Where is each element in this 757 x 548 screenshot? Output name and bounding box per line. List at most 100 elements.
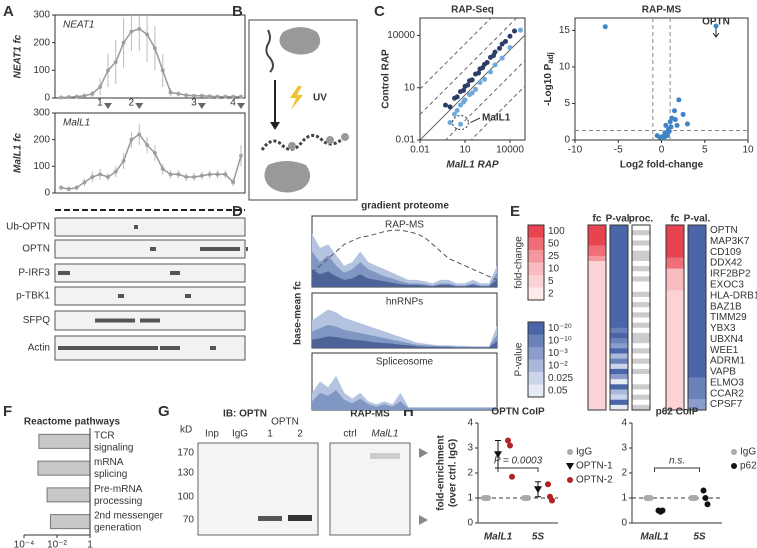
annotation-arrow (470, 117, 481, 124)
fraction-marker (103, 103, 112, 109)
heat-cell (666, 290, 684, 302)
diagonal (420, 18, 492, 90)
heat-cell (632, 353, 650, 359)
point (485, 495, 491, 501)
blot-band (140, 318, 160, 323)
line1: Pre-mRNA (94, 484, 143, 495)
x-tick-label: 10 (742, 145, 754, 156)
legend-swatch (528, 275, 544, 288)
diagonal (470, 85, 525, 140)
lane-label: ctrl (343, 429, 356, 440)
heat-cell (688, 377, 706, 389)
gel-title: RAP-MS (350, 409, 390, 420)
uv-bolt (290, 86, 303, 110)
mean-line (60, 133, 242, 190)
heat-cell (588, 363, 606, 370)
crosslink (341, 133, 349, 141)
annotation: MalL1 (482, 113, 511, 124)
heat-cell (666, 301, 684, 313)
point (659, 507, 666, 514)
y-axis-label: (over ctrl. IgG) (448, 439, 459, 507)
heat-cell (666, 344, 684, 356)
legend-label: 0.05 (548, 385, 568, 396)
y-tick-label: 300 (33, 10, 50, 21)
x-tick-label: -5 (614, 145, 623, 156)
blot (54, 286, 246, 306)
point (469, 90, 475, 96)
heat-cell (688, 366, 706, 378)
blot-label: P-IRF3 (18, 268, 50, 279)
plot-frame (419, 17, 526, 141)
heat-cell (610, 245, 628, 251)
heat-cell (588, 266, 606, 272)
point (731, 463, 737, 469)
line2: generation (94, 522, 141, 533)
heat-cell (588, 286, 606, 293)
gene-label: ADRM1 (710, 356, 745, 367)
heat-cell (588, 302, 606, 308)
y-tick-label: 0 (621, 518, 627, 529)
x-tick-label: 10⁻² (47, 540, 67, 548)
column-frame (687, 224, 707, 411)
heat-cell (688, 333, 706, 346)
panel-letter: A (3, 3, 14, 20)
heat-cell (666, 388, 684, 400)
legend-label: 10 (548, 263, 560, 274)
y-tick-label: 200 (33, 134, 50, 145)
heat-cell (610, 322, 628, 329)
gene-label: VAPB (710, 367, 736, 378)
legend-label: OPTN-1 (576, 461, 613, 472)
heat-cell (610, 332, 628, 339)
point (447, 104, 453, 110)
heat-cell (666, 355, 684, 367)
heat-cell (588, 260, 606, 267)
legend-swatch (528, 384, 544, 397)
point (731, 449, 737, 455)
blot-band (185, 294, 191, 298)
heat-cell (632, 317, 650, 323)
y-axis-label: MalL1 fc (13, 133, 24, 173)
panel-title: hnRNPs (386, 297, 423, 308)
legend-title: fold-change (514, 236, 525, 289)
x-tick-label: 10000 (496, 145, 524, 156)
legend-title: P-value (514, 342, 525, 376)
heat-cell (688, 399, 706, 411)
heat-cell (610, 307, 628, 313)
point (567, 477, 573, 483)
gene-label: DDX42 (710, 258, 743, 269)
x-tick-label: 0 (659, 145, 665, 156)
point (663, 122, 669, 128)
legend-swatch (528, 225, 544, 238)
heat-cell (632, 327, 650, 334)
heat-cell (666, 235, 684, 248)
x-tick-label: 10 (459, 145, 471, 156)
heat-cell (688, 235, 706, 248)
point (602, 24, 608, 30)
lane-label: 2 (297, 429, 303, 440)
heat-cell (688, 388, 706, 400)
gene-label: CCAR2 (710, 388, 744, 399)
heat-cell (588, 250, 606, 257)
point (672, 117, 678, 123)
heat-cell (666, 279, 684, 291)
heat-cell (632, 276, 650, 282)
heat-cell (632, 379, 650, 385)
gene-label: UBXN4 (710, 334, 744, 345)
y-tick-label: 10 (404, 82, 416, 93)
legend-label: 2 (548, 288, 554, 299)
y-tick-label: 0 (44, 93, 50, 104)
uv-label: UV (313, 93, 327, 104)
gene-label: EXOC3 (710, 279, 744, 290)
point (702, 495, 709, 501)
heat-cell (632, 281, 650, 287)
heat-cell (632, 368, 650, 375)
heat-cell (666, 399, 684, 411)
blot-label: Ub-OPTN (6, 222, 50, 233)
plot-frame (54, 14, 246, 99)
point (674, 122, 680, 128)
x-axis-label: Log2 fold-change (620, 160, 704, 171)
gel-title: IB: OPTN (223, 409, 267, 420)
heat-cell (688, 290, 706, 302)
annotation: n.s. (669, 456, 685, 467)
y-tick-label: 2 (467, 468, 473, 479)
